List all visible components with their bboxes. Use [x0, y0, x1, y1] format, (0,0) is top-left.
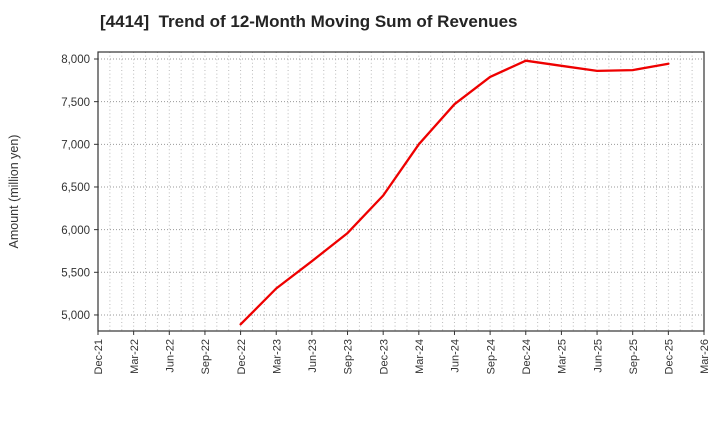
y-tick-label: 8,000 [61, 54, 90, 66]
x-tick-label: Mar-26 [699, 339, 711, 374]
chart-title: [4414] Trend of 12-Month Moving Sum of R… [100, 12, 518, 31]
horizontal-gridlines: 5,000 5,500 6,000 6,500 7,000 7,500 8,000 [61, 54, 704, 322]
y-tick-label: 7,500 [61, 97, 90, 109]
y-tick-label: 5,500 [61, 267, 90, 279]
x-tick-label: Dec-22 [236, 339, 248, 374]
y-tick-label: 5,000 [61, 310, 90, 322]
x-axis-labels: Dec-21 Mar-22 Jun-22 Sep-22 Dec-22 Mar-23 Jun-… [93, 331, 711, 374]
y-tick-label: 6,500 [61, 182, 90, 194]
x-tick-label: Dec-23 [378, 339, 390, 374]
x-tick-label: Jun-25 [592, 339, 604, 373]
x-tick-label: Jun-23 [307, 339, 319, 373]
x-tick-label: Mar-23 [271, 339, 283, 374]
x-tick-label: Sep-22 [200, 339, 212, 374]
x-tick-label: Dec-24 [521, 339, 533, 374]
x-tick-label: Dec-21 [93, 339, 105, 374]
x-tick-label: Mar-25 [557, 339, 569, 374]
x-tick-label: Mar-24 [414, 339, 426, 374]
y-axis-title: Amount (million yen) [7, 135, 21, 249]
x-tick-label: Jun-24 [450, 339, 462, 373]
vertical-gridlines [97, 52, 705, 331]
revenue-line [239, 59, 670, 326]
plot-frame [97, 51, 705, 332]
y-tick-label: 6,000 [61, 225, 90, 237]
x-tick-label: Jun-22 [164, 339, 176, 373]
x-tick-label: Sep-25 [628, 339, 640, 374]
x-tick-label: Sep-24 [485, 339, 497, 374]
x-tick-label: Sep-23 [343, 339, 355, 374]
x-tick-label: Dec-25 [664, 339, 676, 374]
y-tick-label: 7,000 [61, 140, 90, 152]
x-tick-label: Mar-22 [129, 339, 141, 374]
